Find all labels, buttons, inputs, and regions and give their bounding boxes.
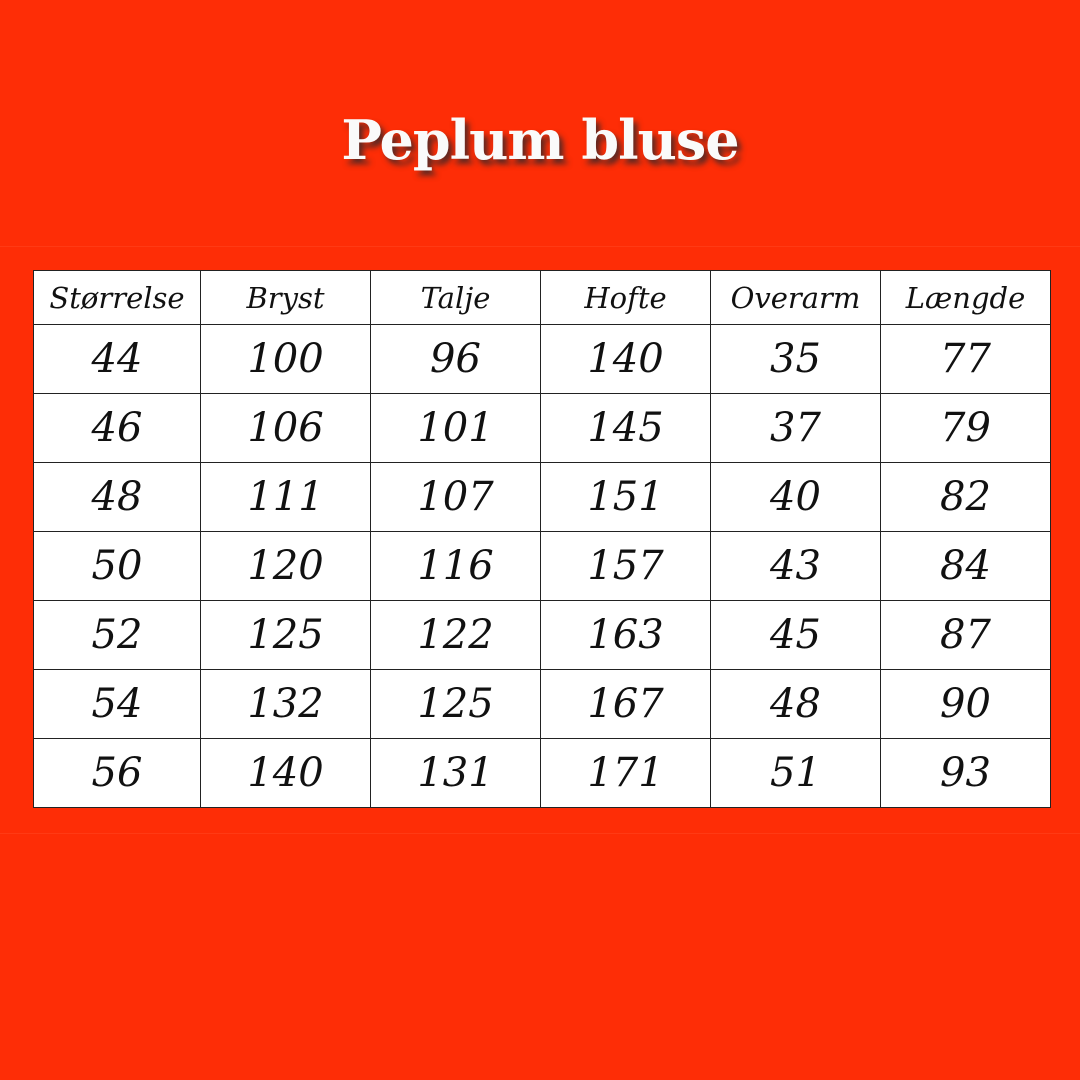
table-cell: 151 <box>540 462 711 532</box>
table-cell: 90 <box>880 669 1051 739</box>
table-cell: 35 <box>710 324 881 394</box>
table-cell: 122 <box>370 600 541 670</box>
table-cell: 125 <box>200 600 371 670</box>
table-cell: 56 <box>33 738 201 808</box>
table-cell: 52 <box>33 600 201 670</box>
table-row: 56 140 131 171 51 93 <box>33 738 1051 808</box>
divider-top <box>0 246 1080 247</box>
column-header: Bryst <box>200 270 371 325</box>
table-cell: 46 <box>33 393 201 463</box>
table-cell: 43 <box>710 531 881 601</box>
table-cell: 140 <box>200 738 371 808</box>
table-cell: 48 <box>710 669 881 739</box>
table-row: 50 120 116 157 43 84 <box>33 531 1051 601</box>
column-header: Længde <box>880 270 1051 325</box>
table-cell: 50 <box>33 531 201 601</box>
size-table: Størrelse Bryst Talje Hofte Overarm Længde 44… <box>33 270 1051 808</box>
column-header: Størrelse <box>33 270 201 325</box>
table-cell: 107 <box>370 462 541 532</box>
table-cell: 140 <box>540 324 711 394</box>
table-cell: 163 <box>540 600 711 670</box>
table-cell: 167 <box>540 669 711 739</box>
table-row: 52 125 122 163 45 87 <box>33 600 1051 670</box>
table-cell: 77 <box>880 324 1051 394</box>
table-row: 54 132 125 167 48 90 <box>33 669 1051 739</box>
table-cell: 132 <box>200 669 371 739</box>
table-cell: 44 <box>33 324 201 394</box>
column-header: Talje <box>370 270 541 325</box>
table-cell: 84 <box>880 531 1051 601</box>
table-row: 46 106 101 145 37 79 <box>33 393 1051 463</box>
table-cell: 145 <box>540 393 711 463</box>
page-title: Peplum bluse <box>341 108 739 172</box>
table-cell: 171 <box>540 738 711 808</box>
table-cell: 96 <box>370 324 541 394</box>
table-cell: 157 <box>540 531 711 601</box>
column-header: Overarm <box>710 270 881 325</box>
table-cell: 45 <box>710 600 881 670</box>
table-cell: 82 <box>880 462 1051 532</box>
table-cell: 125 <box>370 669 541 739</box>
table-cell: 51 <box>710 738 881 808</box>
table-cell: 120 <box>200 531 371 601</box>
table-cell: 111 <box>200 462 371 532</box>
divider-bottom <box>0 833 1080 834</box>
table-row: 44 100 96 140 35 77 <box>33 324 1051 394</box>
table-cell: 87 <box>880 600 1051 670</box>
table-cell: 40 <box>710 462 881 532</box>
table-cell: 106 <box>200 393 371 463</box>
table-cell: 101 <box>370 393 541 463</box>
column-header: Hofte <box>540 270 711 325</box>
table-cell: 100 <box>200 324 371 394</box>
table-cell: 93 <box>880 738 1051 808</box>
table-cell: 79 <box>880 393 1051 463</box>
table-cell: 116 <box>370 531 541 601</box>
header-row: Størrelse Bryst Talje Hofte Overarm Længde <box>33 270 1051 325</box>
table-row: 48 111 107 151 40 82 <box>33 462 1051 532</box>
table-cell: 37 <box>710 393 881 463</box>
table-cell: 131 <box>370 738 541 808</box>
table-cell: 48 <box>33 462 201 532</box>
table-cell: 54 <box>33 669 201 739</box>
